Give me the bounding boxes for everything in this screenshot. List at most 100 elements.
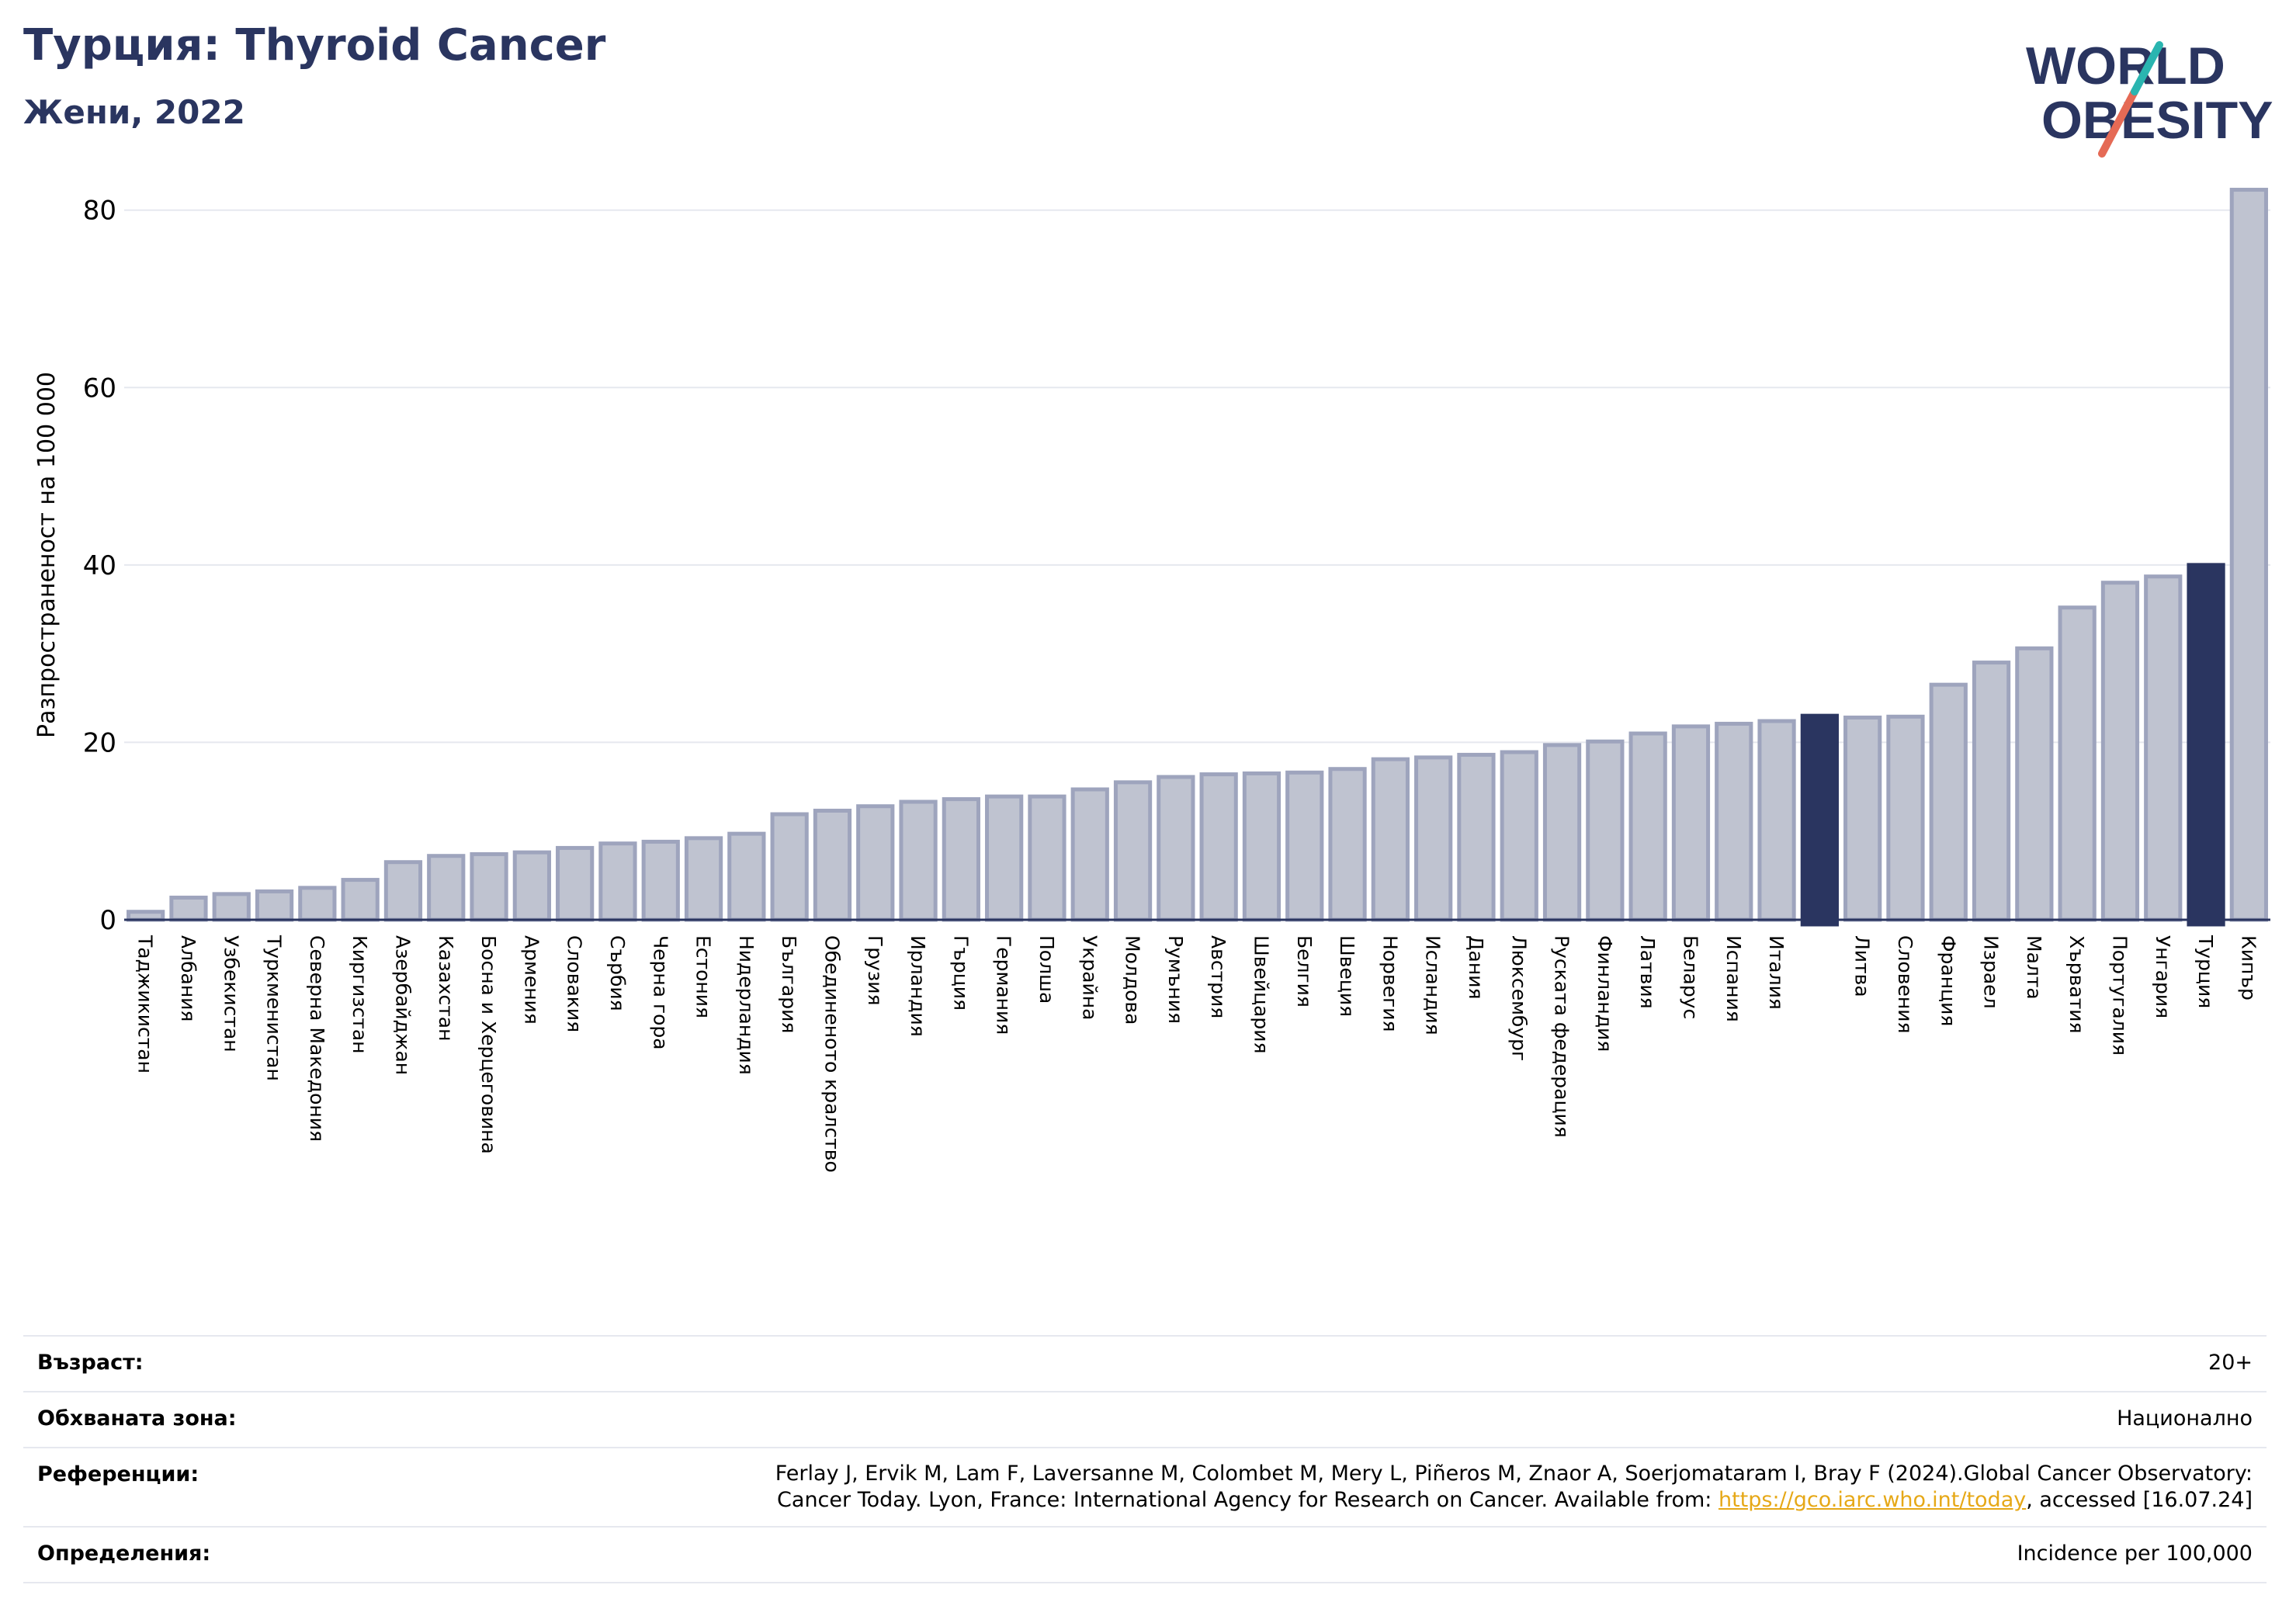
x-tick-label: Руската федерация [1551,935,1573,1138]
bar [1028,794,1066,922]
references-line-2a: Cancer Today. Lyon, France: Internationa… [777,1488,1719,1512]
bar [770,812,809,922]
x-tick-label: Черна гора [649,935,671,1050]
x-tick-label: Босна и Херцеговина [477,935,500,1154]
x-tick-label: Таджикистан [134,935,157,1073]
bar [2229,187,2268,922]
bar [2187,563,2225,927]
x-tick-label: Швеция [1336,935,1358,1017]
definitions-value: Incidence per 100,000 [2017,1542,2253,1566]
bar [2144,574,2183,922]
x-tick-label: Израел [1980,935,2003,1009]
x-tick-label: Узбекистан [220,935,242,1053]
footer-row-references: Референции: Ferlay J, Ervik M, Lam F, La… [23,1447,2267,1526]
bar [427,854,466,922]
x-tick-label: Беларус [1679,935,1701,1019]
x-tick-label: Украйна [1078,935,1101,1020]
x-tick-label: Естония [692,935,715,1018]
area-label: Обхваната зона: [37,1406,237,1431]
bar [341,878,380,922]
bar-chart: 0 20 40 60 80 Разпространеност на 100 000 Та… [33,187,2270,1173]
chart-footer: Възраст: 20+ Обхваната зона: Национално … [23,1335,2267,1583]
x-tick-label: Финландия [1594,935,1616,1052]
x-tick-label: Малта [2023,935,2045,1000]
x-axis-labels: Таджикистан Албания Узбекистан Туркменистан… [134,935,2260,1173]
bar [1457,752,1496,922]
x-tick-label: Люксембург [1507,935,1530,1061]
references-line-2b: , accessed [16.07.24] [2026,1488,2253,1512]
y-tick-label: 0 [99,905,116,936]
bar [212,892,251,922]
bar [2058,605,2097,922]
bar [1715,721,1753,922]
x-tick-label: Швейцария [1250,935,1272,1054]
bar [1328,767,1367,922]
y-tick-label: 40 [83,550,116,581]
bar [1886,714,1925,922]
bar [169,895,208,922]
bar [470,851,508,922]
y-tick-label: 80 [83,196,116,227]
bar [1972,661,2011,922]
x-tick-label: Словения [1894,935,1916,1033]
x-tick-label: Словакия [564,935,586,1032]
x-tick-label: Хърватия [2065,935,2088,1034]
x-tick-label: България [778,935,800,1033]
bar [942,797,980,922]
x-tick-label: Испания [1722,935,1745,1022]
bar [641,839,680,922]
x-tick-label: Франция [1937,935,1959,1026]
bar [298,886,337,922]
x-tick-label: Обединеното кралство [820,935,843,1173]
bar [2100,581,2140,922]
x-tick-label: Литва [1851,935,1874,997]
x-tick-label: Киргизстан [349,935,371,1054]
bar [1757,719,1796,922]
y-axis-label: Разпространеност на 100 000 [33,372,61,738]
x-tick-label: Румъния [1164,935,1187,1024]
bar [1628,731,1667,922]
references-text: Ferlay J, Ervik M, Lam F, Laversanne M, … [467,1461,2253,1514]
x-tick-label: Норвегия [1379,935,1401,1032]
bar [727,831,766,922]
bar [1500,750,1538,922]
bar [1800,713,1839,927]
x-tick-label: Северна Македония [306,935,328,1142]
x-tick-label: Португалия [2108,935,2131,1056]
x-tick-label: Грузия [864,935,886,1006]
x-tick-label: Азербайджан [391,935,414,1075]
x-tick-label: Кипър [2237,935,2260,1001]
age-value: 20+ [2208,1351,2253,1375]
bar [1542,743,1582,922]
x-tick-label: Гърция [949,935,972,1011]
footer-row-age: Възраст: 20+ [23,1335,2267,1391]
y-axis-ticks: 0 20 40 60 80 [83,196,116,936]
x-tick-label: Ирландия [907,935,929,1037]
footer-row-definitions: Определения: Incidence per 100,000 [23,1526,2267,1583]
x-tick-label: Белгия [1293,935,1316,1007]
bar [1113,780,1153,922]
references-line-1: Ferlay J, Ervik M, Lam F, Laversanne M, … [775,1462,2253,1486]
x-tick-label: Германия [993,935,1015,1035]
bar [1414,755,1453,922]
x-tick-label: Австрия [1207,935,1230,1018]
grid-lines [124,209,2270,744]
logo-slash-teal [2131,41,2163,95]
logo-text-line1: WORLD [2026,36,2225,95]
bar [1843,715,1882,922]
x-tick-label: Албания [177,935,199,1021]
bar [556,845,595,922]
bar [598,841,637,922]
bar [856,804,895,922]
bar [985,794,1024,922]
y-tick-label: 20 [83,727,116,758]
y-tick-label: 60 [83,373,116,404]
references-link[interactable]: https://gco.iarc.who.int/today [1718,1488,2027,1512]
bar [1929,682,1968,922]
x-tick-label: Италия [1765,935,1788,1010]
x-tick-label: Полша [1035,935,1058,1004]
bar [1671,724,1711,922]
bar [512,850,551,922]
x-tick-label: Унгария [2152,935,2174,1018]
bar [1586,739,1625,922]
